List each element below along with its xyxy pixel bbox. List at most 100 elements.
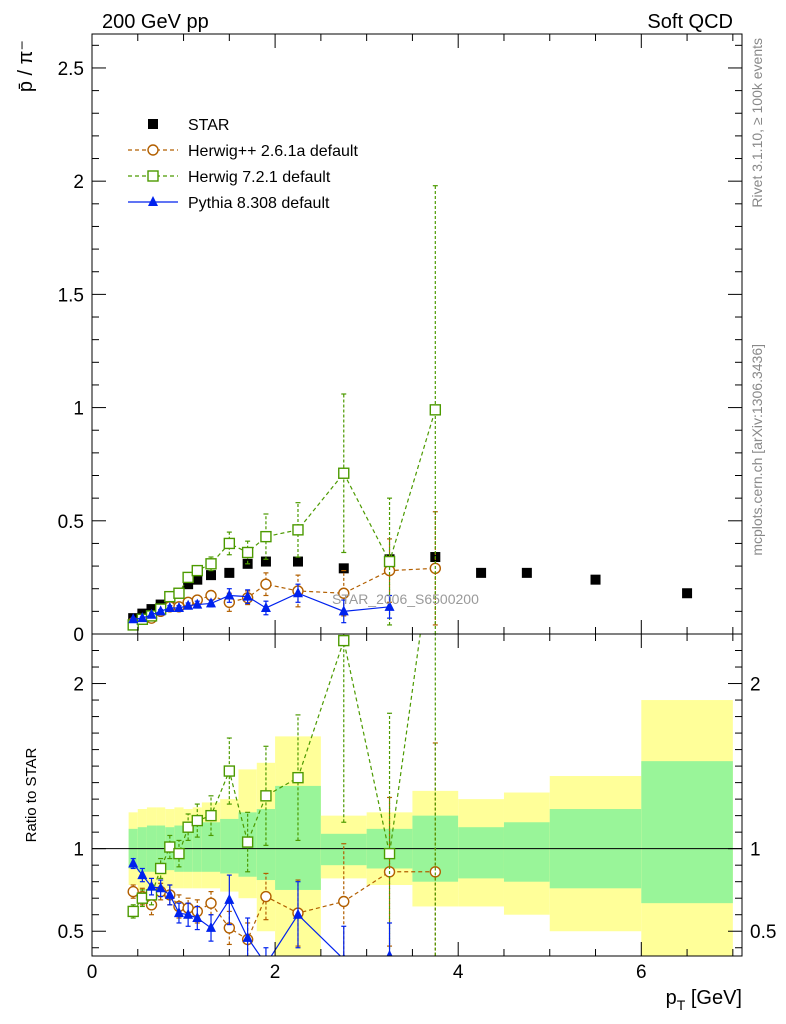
ratio-panel-marks: [127, 634, 442, 956]
ratio-pythia-point-0: [128, 857, 139, 868]
main-series-herwig7: [127, 185, 442, 634]
ratio-herwig7-point-11: [260, 790, 272, 802]
ratio-herwigpp-point-8: [205, 897, 217, 909]
legend-entry-herwig7: Herwig 7.2.1 default: [128, 169, 331, 186]
main-herwig7-point-13: [338, 467, 350, 479]
legend-entry-herwigpp: Herwig++ 2.6.1a default: [128, 143, 358, 160]
header-left-label: 200 GeV pp: [102, 11, 209, 33]
main-pythia-point-10: [242, 590, 253, 601]
ratio-xlabel: pT [GeV]: [666, 987, 742, 1013]
main-pythia-point-14: [384, 600, 395, 611]
xtick-label-3: 6: [636, 962, 647, 983]
ratio-herwig7-point-9: [223, 765, 236, 777]
ratio-ytick-label-right-0: 0.5: [750, 922, 776, 943]
ratio-pythia-point-4: [164, 888, 175, 899]
main-ytick-label-5: 2.5: [58, 59, 84, 80]
main-series-pythia: [128, 583, 395, 624]
main-herwig7-point-11: [260, 530, 272, 543]
band-inner-16: [458, 827, 504, 879]
main-pythia-point-11: [260, 601, 271, 612]
ratio-pythia-point-9: [224, 893, 235, 904]
xlabel-p: p: [666, 987, 677, 1009]
main-pythia-point-5: [173, 601, 184, 612]
main-herwig7-point-14: [383, 555, 396, 568]
xlabel-unit: [GeV]: [685, 987, 742, 1009]
main-star-point-13: [338, 563, 349, 574]
ratio-herwig7-point-7: [191, 814, 203, 827]
legend-marker-herwig7: [147, 170, 159, 182]
main-star-point-19: [682, 588, 693, 599]
main-star-point-18: [590, 574, 601, 585]
ratio-ytick-label-right-2: 2: [750, 675, 761, 696]
band-inner-8: [201, 822, 221, 872]
main-pythia-point-12: [292, 587, 303, 598]
rivet-label: Rivet 3.1.10, ≥ 100k events: [749, 38, 765, 208]
ratio-herwig7-point-14: [383, 847, 396, 860]
header-right-label: Soft QCD: [647, 11, 733, 33]
main-star-point-11: [260, 556, 271, 567]
ratio-pythia-point-10: [242, 931, 253, 942]
legend-label-herwigpp: Herwig++ 2.6.1a default: [188, 143, 358, 160]
ratio-pythia-point-8: [206, 921, 217, 932]
ratio-herwig7-line: [132, 634, 421, 912]
ratio-series-pythia: [128, 857, 393, 956]
main-herwig7-line: [132, 409, 436, 626]
xtick-label-1: 2: [270, 962, 281, 983]
main-herwigpp-point-11: [260, 578, 272, 590]
legend: STAR Herwig++ 2.6.1a default Herwig 7.2.1 …: [128, 117, 358, 212]
band-inner-9: [220, 818, 239, 874]
axes: 00.511.522.50 2 4 60.5 0.51 12 2: [58, 34, 776, 983]
main-herwig7-point-7: [191, 564, 203, 577]
ratio-pythia-point-3: [155, 882, 166, 893]
ratio-pythia-point-7: [192, 912, 203, 923]
xtick-label-0: 0: [87, 962, 98, 983]
main-pythia-point-4: [164, 601, 175, 612]
ratio-ytick-label-right-1: 1: [750, 840, 761, 861]
main-star-point-8: [206, 570, 217, 581]
ratio-herwig7-point-12: [292, 771, 304, 784]
main-star-point-6: [183, 579, 194, 590]
main-herwig7-point-5: [173, 587, 185, 599]
main-herwigpp-point-13: [338, 587, 350, 599]
main-herwig7-point-9: [223, 537, 236, 550]
analysis-watermark: STAR_2006_S6500200: [332, 591, 479, 607]
main-pythia-point-3: [155, 605, 166, 616]
ratio-pythia-point-12: [292, 908, 303, 919]
legend-label-herwig7: Herwig 7.2.1 default: [188, 169, 331, 186]
ratio-ytick-label-left-1: 1: [73, 840, 84, 861]
ratio-pythia-point-1: [137, 869, 148, 880]
ratio-pythia-point-6: [183, 908, 194, 919]
ratio-herwig7-point-4: [164, 841, 176, 853]
band-inner-13: [320, 833, 367, 866]
ratio-herwig7-point-3: [154, 862, 167, 875]
main-ylabel: p̄ / π⁻: [15, 40, 37, 92]
main-herwig7-point-15: [429, 404, 442, 416]
main-herwig7-point-12: [292, 524, 304, 536]
ratio-herwigpp-point-13: [338, 895, 350, 908]
main-star-point-9: [224, 567, 235, 578]
legend-entry-pythia: Pythia 8.308 default: [128, 195, 330, 212]
band-inner-1: [137, 827, 147, 872]
main-star-point-7: [192, 574, 203, 585]
ratio-herwigpp-point-15: [429, 866, 442, 878]
ratio-herwigpp-point-0: [127, 885, 139, 898]
legend-marker-star: [148, 119, 158, 129]
main-ytick-label-2: 1: [73, 399, 84, 420]
legend-marker-pythia: [148, 196, 158, 206]
ratio-ytick-label-left-0: 0.5: [58, 922, 84, 943]
ratio-herwig7-point-0: [127, 905, 139, 918]
mcplots-label: mcplots.cern.ch [arXiv:1306.3436]: [749, 344, 765, 556]
main-herwig7-point-10: [241, 546, 254, 559]
xtick-label-2: 4: [453, 962, 464, 983]
main-ytick-label-3: 1.5: [58, 285, 84, 306]
ratio-pythia-point-2: [146, 880, 157, 891]
xlabel-subscript-t: T: [677, 997, 686, 1013]
main-pythia-point-6: [183, 599, 194, 610]
ratio-herwigpp-point-11: [260, 890, 272, 903]
main-pythia-point-9: [224, 589, 235, 600]
ratio-panel-frame: [91, 633, 743, 957]
band-inner-19: [641, 761, 733, 904]
main-pythia-point-0: [128, 613, 139, 624]
ratio-herwig7-point-6: [182, 821, 194, 833]
